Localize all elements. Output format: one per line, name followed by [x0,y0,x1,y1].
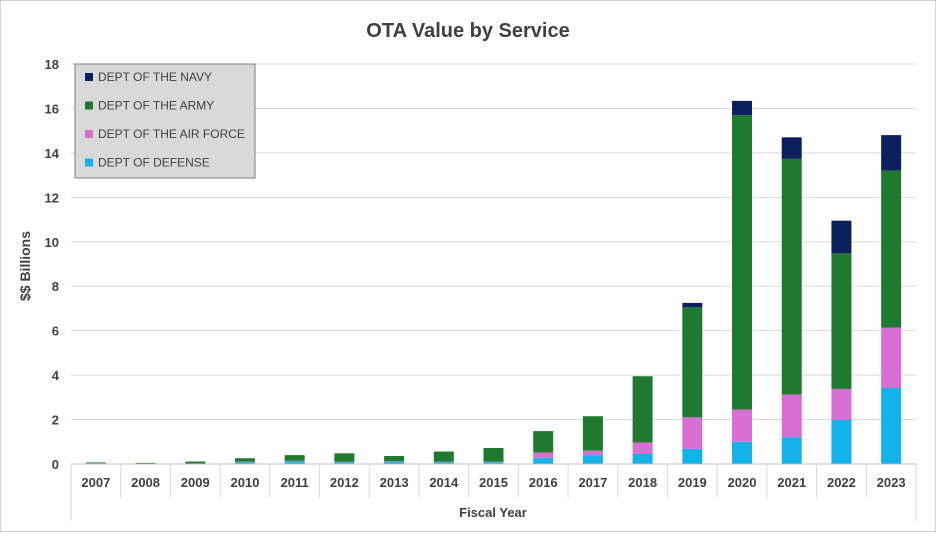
y-tick-label: 2 [52,413,59,428]
y-tick-labels: 0 2 4 6 8 10 12 14 16 18 [45,57,60,472]
bar-segment-dept-of-the-air-force [334,461,355,463]
x-tick-label: 2016 [529,475,558,490]
bar-segment-dept-of-the-air-force [284,460,305,462]
x-tick-label: 2020 [728,475,757,490]
bar-segment-dept-of-defense [334,462,355,464]
bar-segment-dept-of-the-army [483,448,504,462]
x-tick-label: 2010 [231,475,260,490]
bar-segment-dept-of-the-navy [781,137,802,159]
bar-stack-group [85,100,902,465]
bar-segment-dept-of-the-army [85,462,106,464]
x-tick-label: 2008 [131,475,160,490]
bar-segment-dept-of-defense [732,441,753,464]
y-tick-label: 18 [45,57,59,72]
x-tick-label: 2021 [777,475,806,490]
legend: DEPT OF THE NAVY DEPT OF THE ARMY DEPT OF … [74,63,256,179]
x-tick-label: 2007 [81,475,110,490]
x-tick-label: 2018 [628,475,657,490]
bar-segment-dept-of-defense [533,457,554,464]
bar-segment-dept-of-the-army [881,170,902,328]
bar-segment-dept-of-the-navy [831,220,852,254]
bar-segment-dept-of-the-navy [682,302,703,308]
bar-segment-dept-of-defense [234,462,255,464]
x-tick-label: 2011 [281,475,309,490]
bar-segment-dept-of-defense [632,454,653,464]
x-tick-label: 2013 [380,475,409,490]
y-tick-label: 8 [52,279,59,294]
bar-segment-dept-of-the-army [135,462,156,464]
bar-segment-dept-of-the-army [234,458,255,462]
legend-label: DEPT OF THE NAVY [98,70,212,84]
bar-segment-dept-of-the-army [582,416,603,451]
legend-swatch [85,130,93,138]
y-tick-label: 16 [45,101,59,116]
y-tick-label: 12 [45,190,59,205]
bar-segment-dept-of-the-army [781,158,802,395]
bar-segment-dept-of-defense [433,462,454,464]
x-tick-label: 2022 [827,475,856,490]
legend-box [74,63,256,179]
bar-segment-dept-of-the-air-force [682,417,703,449]
legend-swatch [85,73,93,81]
bar-segment-dept-of-the-army [185,461,206,464]
bar-segment-dept-of-the-army [533,431,554,453]
bar-segment-dept-of-defense [881,388,902,464]
bar-segment-dept-of-the-army [632,376,653,443]
x-tick-label: 2014 [429,475,459,490]
bar-segment-dept-of-the-army [831,253,852,389]
bar-segment-dept-of-the-army [284,455,305,461]
bar-segment-dept-of-defense [284,461,305,464]
bar-segment-dept-of-the-air-force [582,450,603,456]
bar-segment-dept-of-defense [483,462,504,464]
legend-label: DEPT OF THE ARMY [98,99,214,113]
x-tick-label: 2023 [877,475,906,490]
y-axis-label: $$ Billions [17,231,33,301]
bar-segment-dept-of-defense [781,437,802,464]
bar-segment-dept-of-the-army [334,453,355,462]
bar-segment-dept-of-defense [682,448,703,464]
bar-segment-dept-of-defense [831,420,852,464]
x-axis: 2007 2008 2009 2010 2011 2012 2013 2014 2015 2016… [70,463,917,521]
x-tick-label: 2019 [678,475,707,490]
x-tick-label: 2017 [578,475,607,490]
bar-segment-dept-of-the-air-force [632,442,653,454]
bar-segment-dept-of-the-air-force [234,461,255,463]
bar-segment-dept-of-the-navy [732,100,753,116]
y-tick-label: 14 [45,146,60,161]
bar-segment-dept-of-the-air-force [781,394,802,438]
y-tick-label: 10 [45,235,59,250]
x-tick-label: 2015 [479,475,508,490]
x-tick-label: 2009 [181,475,210,490]
legend-swatch [85,101,93,110]
bar-segment-dept-of-defense [582,455,603,464]
bar-segment-dept-of-the-air-force [533,452,554,458]
legend-swatch [85,158,93,167]
bar-segment-dept-of-the-army [384,456,405,462]
y-tick-label: 4 [52,368,60,383]
x-axis-label: Fiscal Year [459,505,527,520]
bar-segment-dept-of-the-army [433,451,454,462]
y-tick-label: 0 [52,457,59,472]
bar-segment-dept-of-the-army [732,115,753,410]
bar-segment-dept-of-the-air-force [483,461,504,463]
y-tick-label: 6 [52,324,59,339]
bar-segment-dept-of-the-air-force [881,327,902,388]
bar-segment-dept-of-the-air-force [831,388,852,420]
x-tick-label: 2012 [330,475,359,490]
chart-title: OTA Value by Service [366,20,569,42]
legend-label: DEPT OF THE AIR FORCE [98,127,245,141]
bar-segment-dept-of-the-navy [881,135,902,171]
legend-label: DEPT OF DEFENSE [98,156,210,170]
bar-segment-dept-of-the-air-force [732,409,753,442]
bar-segment-dept-of-the-army [682,307,703,418]
bar-segment-dept-of-defense [384,461,405,464]
bar-segment-dept-of-the-air-force [433,461,454,463]
bar-segment-dept-of-the-air-force [384,461,405,462]
